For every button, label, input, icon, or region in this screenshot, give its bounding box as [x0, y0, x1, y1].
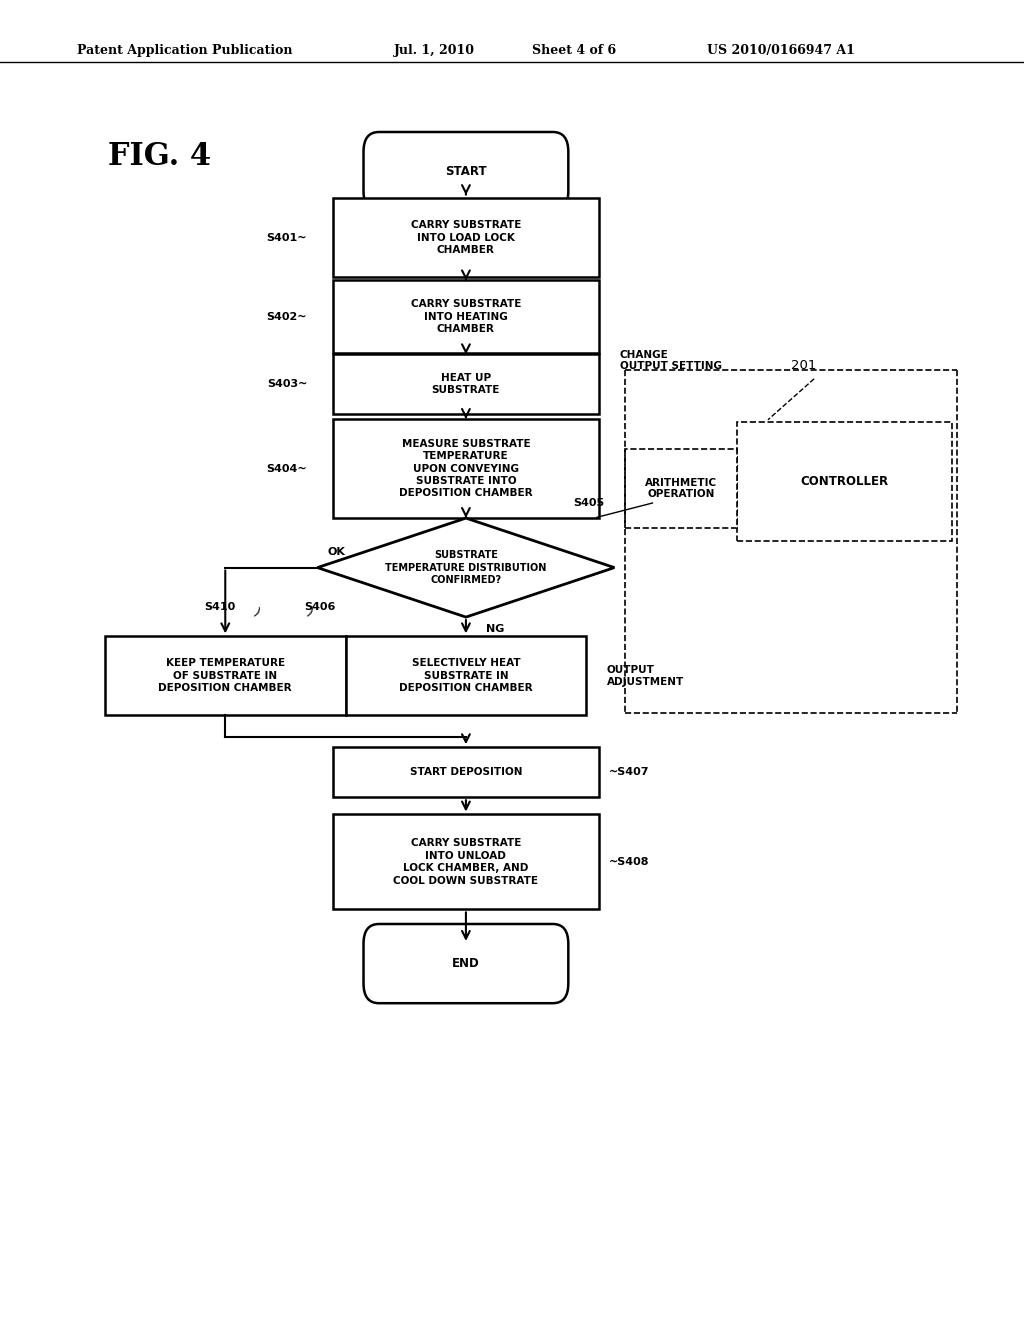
FancyBboxPatch shape — [364, 132, 568, 211]
Text: START DEPOSITION: START DEPOSITION — [410, 767, 522, 777]
Text: END: END — [452, 957, 480, 970]
Text: OUTPUT
ADJUSTMENT: OUTPUT ADJUSTMENT — [606, 665, 684, 686]
Text: S405: S405 — [573, 498, 604, 508]
Text: FIG. 4: FIG. 4 — [108, 141, 211, 172]
FancyBboxPatch shape — [333, 198, 599, 277]
Text: KEEP TEMPERATURE
OF SUBSTRATE IN
DEPOSITION CHAMBER: KEEP TEMPERATURE OF SUBSTRATE IN DEPOSIT… — [159, 659, 292, 693]
Text: S404~: S404~ — [266, 463, 307, 474]
Text: ): ) — [251, 607, 261, 620]
Text: Sheet 4 of 6: Sheet 4 of 6 — [532, 44, 616, 57]
Text: CARRY SUBSTRATE
INTO HEATING
CHAMBER: CARRY SUBSTRATE INTO HEATING CHAMBER — [411, 300, 521, 334]
Text: ARITHMETIC
OPERATION: ARITHMETIC OPERATION — [645, 478, 717, 499]
FancyBboxPatch shape — [625, 449, 737, 528]
Text: CARRY SUBSTRATE
INTO UNLOAD
LOCK CHAMBER, AND
COOL DOWN SUBSTRATE: CARRY SUBSTRATE INTO UNLOAD LOCK CHAMBER… — [393, 838, 539, 886]
FancyBboxPatch shape — [737, 422, 952, 541]
Text: S401~: S401~ — [266, 232, 307, 243]
Text: S406: S406 — [304, 602, 336, 612]
Text: Patent Application Publication: Patent Application Publication — [77, 44, 292, 57]
FancyBboxPatch shape — [333, 747, 599, 797]
FancyBboxPatch shape — [333, 280, 599, 352]
FancyBboxPatch shape — [333, 814, 599, 909]
Text: S410: S410 — [205, 602, 236, 612]
Text: HEAT UP
SUBSTRATE: HEAT UP SUBSTRATE — [432, 374, 500, 395]
Text: OK: OK — [328, 546, 345, 557]
Polygon shape — [317, 519, 614, 618]
Text: Jul. 1, 2010: Jul. 1, 2010 — [394, 44, 475, 57]
Text: CONTROLLER: CONTROLLER — [801, 475, 889, 488]
Text: MEASURE SUBSTRATE
TEMPERATURE
UPON CONVEYING
SUBSTRATE INTO
DEPOSITION CHAMBER: MEASURE SUBSTRATE TEMPERATURE UPON CONVE… — [399, 438, 532, 499]
Text: 201: 201 — [792, 359, 816, 372]
Text: S403~: S403~ — [267, 379, 307, 389]
Text: S402~: S402~ — [266, 312, 307, 322]
Text: CARRY SUBSTRATE
INTO LOAD LOCK
CHAMBER: CARRY SUBSTRATE INTO LOAD LOCK CHAMBER — [411, 220, 521, 255]
Text: CHANGE
OUTPUT SETTING: CHANGE OUTPUT SETTING — [620, 350, 722, 371]
FancyBboxPatch shape — [346, 636, 586, 715]
Text: ~S407: ~S407 — [609, 767, 650, 777]
Text: SUBSTRATE
TEMPERATURE DISTRIBUTION
CONFIRMED?: SUBSTRATE TEMPERATURE DISTRIBUTION CONFI… — [385, 550, 547, 585]
FancyBboxPatch shape — [105, 636, 346, 715]
Text: ): ) — [304, 607, 315, 620]
Text: ~S408: ~S408 — [609, 857, 650, 867]
Text: SELECTIVELY HEAT
SUBSTRATE IN
DEPOSITION CHAMBER: SELECTIVELY HEAT SUBSTRATE IN DEPOSITION… — [399, 659, 532, 693]
FancyBboxPatch shape — [333, 354, 599, 414]
FancyBboxPatch shape — [333, 420, 599, 517]
Text: US 2010/0166947 A1: US 2010/0166947 A1 — [707, 44, 854, 57]
FancyBboxPatch shape — [364, 924, 568, 1003]
Text: START: START — [445, 165, 486, 178]
Text: NG: NG — [486, 624, 505, 634]
